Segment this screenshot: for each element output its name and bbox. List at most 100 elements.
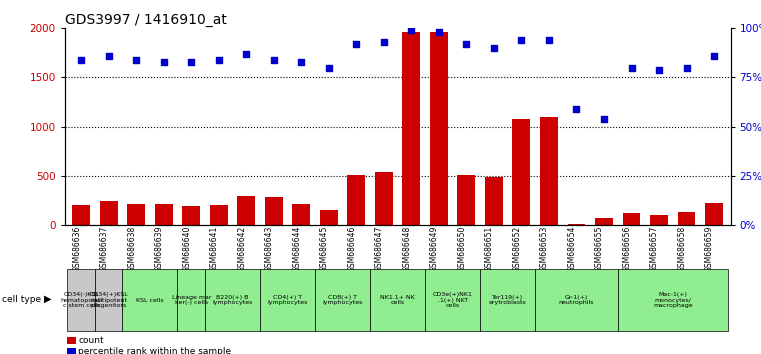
- Bar: [403, 32, 420, 225]
- Text: GDS3997 / 1416910_at: GDS3997 / 1416910_at: [65, 13, 227, 27]
- Text: CD4(+) T
lymphocytes: CD4(+) T lymphocytes: [267, 295, 307, 306]
- Bar: [205, 269, 260, 331]
- Bar: [177, 269, 205, 331]
- Text: GSM686651: GSM686651: [485, 226, 494, 272]
- Text: GSM686656: GSM686656: [622, 226, 632, 272]
- Text: GSM686645: GSM686645: [320, 226, 329, 272]
- Point: [543, 37, 555, 43]
- Text: KSL cells: KSL cells: [136, 297, 164, 303]
- Text: GSM686652: GSM686652: [512, 226, 521, 272]
- Point: [488, 45, 500, 51]
- Bar: [154, 204, 173, 225]
- Bar: [292, 204, 310, 225]
- Bar: [595, 218, 613, 225]
- Point: [185, 59, 197, 64]
- Text: CD3e(+)NK1
.1(+) NKT
cells: CD3e(+)NK1 .1(+) NKT cells: [433, 292, 473, 308]
- Bar: [100, 201, 118, 225]
- Text: CD34(+)KSL
multipotent
progenitors: CD34(+)KSL multipotent progenitors: [89, 292, 128, 308]
- Text: GSM686644: GSM686644: [292, 226, 301, 272]
- Point: [460, 41, 473, 47]
- Bar: [425, 269, 480, 331]
- Point: [680, 65, 693, 70]
- Bar: [650, 216, 668, 225]
- Bar: [210, 205, 228, 225]
- Text: percentile rank within the sample: percentile rank within the sample: [78, 347, 231, 354]
- Point: [295, 59, 307, 64]
- Point: [212, 57, 224, 63]
- Bar: [237, 196, 255, 225]
- Point: [406, 28, 418, 33]
- Bar: [540, 117, 558, 225]
- Text: B220(+) B
lymphocytes: B220(+) B lymphocytes: [212, 295, 253, 306]
- Text: GSM686655: GSM686655: [595, 226, 604, 272]
- Text: Lineage mar
ker(-) cells: Lineage mar ker(-) cells: [171, 295, 211, 306]
- Point: [323, 65, 335, 70]
- Bar: [123, 269, 177, 331]
- Bar: [677, 212, 696, 225]
- Text: GSM686641: GSM686641: [210, 226, 218, 272]
- Point: [130, 57, 142, 63]
- Bar: [480, 269, 535, 331]
- Text: GSM686646: GSM686646: [347, 226, 356, 272]
- Point: [377, 39, 390, 45]
- Bar: [315, 269, 370, 331]
- Text: GSM686639: GSM686639: [154, 226, 164, 272]
- Bar: [622, 213, 641, 225]
- Bar: [457, 175, 476, 225]
- Text: GSM686650: GSM686650: [457, 226, 466, 272]
- Text: GSM686654: GSM686654: [568, 226, 577, 272]
- Text: Mac-1(+)
monocytes/
macrophage: Mac-1(+) monocytes/ macrophage: [653, 292, 693, 308]
- Bar: [95, 269, 123, 331]
- Bar: [260, 269, 315, 331]
- Point: [240, 51, 253, 57]
- Bar: [370, 269, 425, 331]
- Text: GSM686642: GSM686642: [237, 226, 247, 272]
- Bar: [535, 269, 618, 331]
- Point: [268, 57, 280, 63]
- Bar: [320, 210, 338, 225]
- Bar: [705, 203, 723, 225]
- Text: GSM686648: GSM686648: [403, 226, 412, 272]
- Bar: [512, 119, 530, 225]
- Text: Gr-1(+)
neutrophils: Gr-1(+) neutrophils: [559, 295, 594, 306]
- Bar: [485, 177, 503, 225]
- Text: GSM686647: GSM686647: [375, 226, 384, 272]
- Point: [433, 29, 445, 35]
- Point: [653, 67, 665, 73]
- Text: NK1.1+ NK
cells: NK1.1+ NK cells: [380, 295, 415, 306]
- Point: [571, 106, 583, 112]
- Text: GSM686659: GSM686659: [705, 226, 714, 272]
- Point: [103, 53, 115, 59]
- Text: GSM686643: GSM686643: [265, 226, 274, 272]
- Text: CD34(-)KSL
hematopoieti
c stem cells: CD34(-)KSL hematopoieti c stem cells: [60, 292, 102, 308]
- Point: [515, 37, 527, 43]
- Bar: [183, 206, 200, 225]
- Text: GSM686636: GSM686636: [72, 226, 81, 272]
- Text: GSM686649: GSM686649: [430, 226, 439, 272]
- Bar: [430, 32, 447, 225]
- Text: GSM686657: GSM686657: [650, 226, 659, 272]
- Bar: [127, 204, 145, 225]
- Point: [158, 59, 170, 64]
- Text: count: count: [78, 336, 104, 345]
- Text: GSM686653: GSM686653: [540, 226, 549, 272]
- Point: [350, 41, 362, 47]
- Text: cell type: cell type: [2, 295, 41, 304]
- Point: [626, 65, 638, 70]
- Text: GSM686640: GSM686640: [182, 226, 191, 272]
- Bar: [375, 172, 393, 225]
- Bar: [265, 197, 283, 225]
- Point: [708, 53, 720, 59]
- Text: GSM686638: GSM686638: [127, 226, 136, 272]
- Text: CD8(+) T
lymphocytes: CD8(+) T lymphocytes: [323, 295, 363, 306]
- Text: ▶: ▶: [44, 294, 52, 304]
- Text: GSM686637: GSM686637: [100, 226, 109, 272]
- Bar: [68, 269, 95, 331]
- Text: Ter119(+)
erytroblasts: Ter119(+) erytroblasts: [489, 295, 527, 306]
- Bar: [618, 269, 728, 331]
- Point: [598, 116, 610, 121]
- Bar: [72, 205, 90, 225]
- Point: [75, 57, 88, 63]
- Text: GSM686658: GSM686658: [677, 226, 686, 272]
- Bar: [568, 224, 585, 225]
